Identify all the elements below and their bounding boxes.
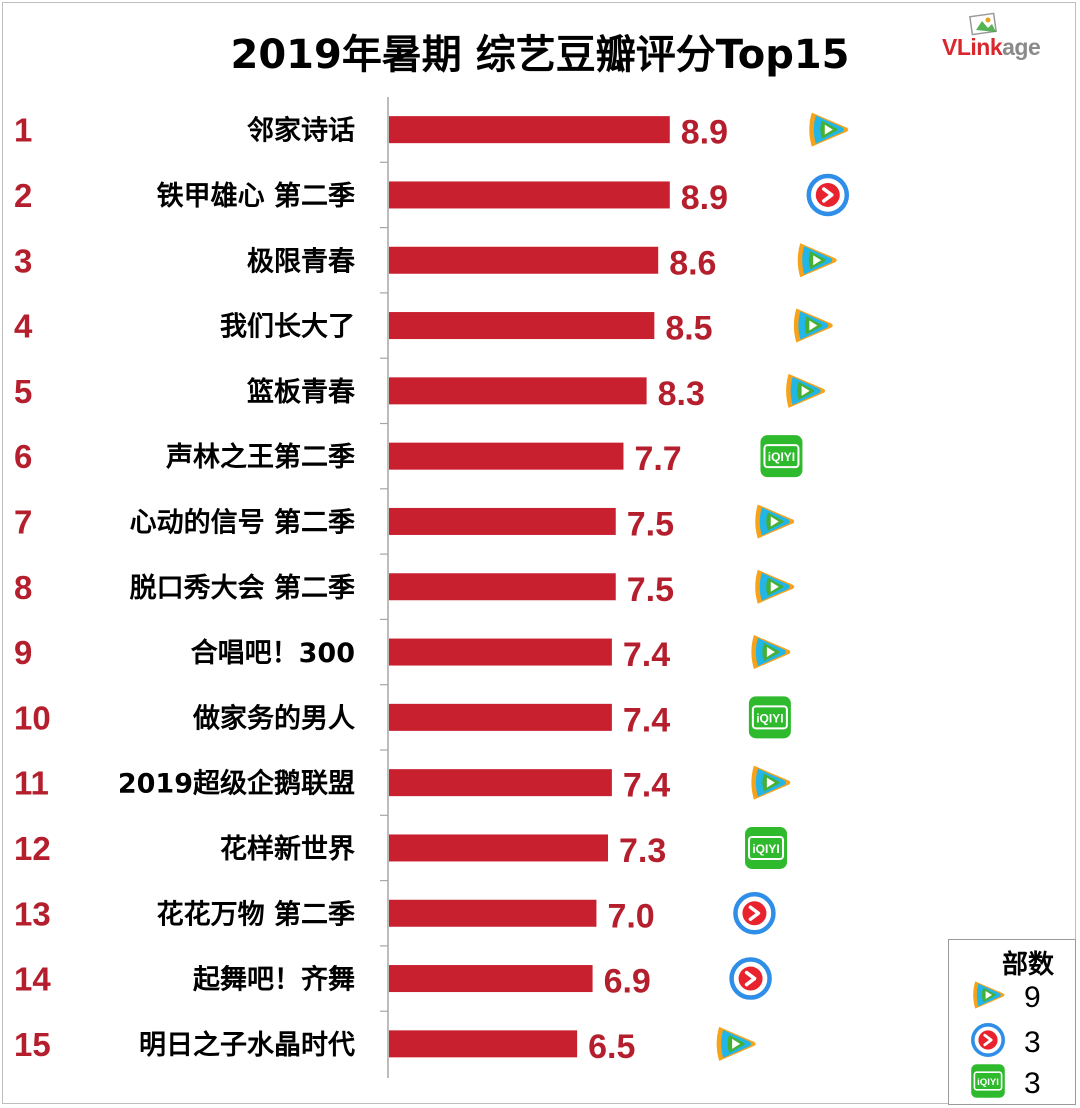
iqiyi-icon: iQIYI xyxy=(748,696,791,739)
tencent-video-icon xyxy=(786,373,826,408)
score-value-label: 8.3 xyxy=(658,375,705,413)
program-name-label: 花花万物 第二季 xyxy=(157,898,355,930)
tencent-video-icon xyxy=(973,981,1005,1009)
program-name-label: 极限青春 xyxy=(247,246,356,277)
vlinkage-logo-mark xyxy=(969,12,997,36)
rank-label: 15 xyxy=(14,1026,51,1063)
iqiyi-icon-glyph: iQIYI xyxy=(768,450,795,464)
rank-label: 14 xyxy=(14,961,51,998)
tencent-video-icon xyxy=(809,112,849,147)
legend-count-label: 9 xyxy=(1024,981,1041,1014)
score-value-label: 8.9 xyxy=(681,179,728,217)
score-bar xyxy=(389,507,616,535)
iqiyi-icon: iQIYI xyxy=(971,1064,1005,1098)
program-name-label: 邻家诗话 xyxy=(247,115,355,147)
legend-count-label: 3 xyxy=(1024,1067,1041,1100)
program-name-label: 合唱吧！300 xyxy=(191,637,355,669)
youku-icon xyxy=(806,173,850,217)
score-bar xyxy=(389,1030,578,1058)
chart-title: 2019年暑期 综艺豆瓣评分Top15 xyxy=(230,32,850,78)
score-bar xyxy=(389,181,670,209)
score-bar xyxy=(389,246,659,274)
rank-label: 9 xyxy=(14,634,32,671)
rank-label: 13 xyxy=(14,895,51,932)
score-value-label: 7.5 xyxy=(627,571,674,609)
legend xyxy=(948,939,1076,1105)
score-bar xyxy=(389,965,593,993)
rank-label: 7 xyxy=(14,503,32,540)
score-value-label: 6.9 xyxy=(604,963,651,1001)
score-bar xyxy=(389,769,612,797)
iqiyi-icon: iQIYI xyxy=(760,435,803,478)
tencent-video-icon xyxy=(755,504,795,539)
program-name-label: 心动的信号 第二季 xyxy=(130,506,355,538)
score-value-label: 7.4 xyxy=(623,701,670,739)
program-name-label: 脱口秀大会 第二季 xyxy=(130,572,355,604)
rank-label: 12 xyxy=(14,830,51,867)
score-value-label: 8.9 xyxy=(681,114,728,152)
legend-count-label: 3 xyxy=(1024,1026,1041,1059)
youku-icon xyxy=(729,957,772,1000)
tencent-video-icon xyxy=(716,1026,756,1061)
iqiyi-icon: iQIYI xyxy=(745,826,788,869)
legend-title: 部数 xyxy=(1002,950,1055,980)
rank-label: 6 xyxy=(14,438,32,475)
tencent-video-icon xyxy=(751,635,791,670)
score-value-label: 8.6 xyxy=(669,244,716,282)
youku-icon xyxy=(733,892,776,935)
score-bar xyxy=(389,377,647,405)
score-bar xyxy=(389,899,597,927)
program-name-label: 明日之子水晶时代 xyxy=(139,1029,355,1061)
rank-label: 4 xyxy=(14,308,33,345)
program-name-label: 铁甲雄心 第二季 xyxy=(157,180,355,212)
brand-text-vlink: VLink xyxy=(942,34,1003,60)
score-bar xyxy=(389,703,612,731)
score-bar xyxy=(389,638,612,666)
score-bar xyxy=(389,442,624,470)
tencent-video-icon xyxy=(797,243,837,278)
tencent-video-icon xyxy=(793,308,833,343)
iqiyi-icon-glyph: iQIYI xyxy=(752,842,779,856)
program-name-label: 花样新世界 xyxy=(220,833,355,865)
rank-label: 10 xyxy=(14,699,51,736)
program-name-label: 声林之王第二季 xyxy=(166,441,355,473)
iqiyi-icon-glyph: iQIYI xyxy=(756,711,783,725)
score-value-label: 7.4 xyxy=(623,636,670,674)
score-value-label: 8.5 xyxy=(665,310,712,348)
program-name-label: 篮板青春 xyxy=(246,376,356,408)
youku-icon xyxy=(970,1023,1005,1058)
rank-label: 8 xyxy=(14,569,32,606)
score-value-label: 7.4 xyxy=(623,767,670,805)
rank-label: 3 xyxy=(14,242,32,279)
rank-label: 1 xyxy=(14,112,32,149)
score-bar xyxy=(389,312,655,340)
rank-label: 11 xyxy=(14,765,49,802)
score-bar xyxy=(389,116,670,144)
rank-label: 2 xyxy=(14,177,32,214)
program-name-label: 起舞吧！齐舞 xyxy=(193,964,355,996)
score-value-label: 7.7 xyxy=(634,440,681,478)
score-bar xyxy=(389,834,609,862)
score-value-label: 7.0 xyxy=(607,897,654,935)
score-value-label: 6.5 xyxy=(588,1028,635,1066)
vlinkage-logo: VLinkage xyxy=(942,34,1041,61)
score-value-label: 7.3 xyxy=(619,832,666,870)
score-value-label: 7.5 xyxy=(627,505,674,543)
score-bar xyxy=(389,573,616,601)
program-name-label: 做家务的男人 xyxy=(192,702,355,734)
brand-text-age: age xyxy=(1002,34,1041,60)
tencent-video-icon xyxy=(755,569,795,604)
program-name-label: 2019超级企鹅联盟 xyxy=(118,768,355,800)
program-name-label: 我们长大了 xyxy=(220,312,355,343)
tencent-video-icon xyxy=(751,765,791,800)
iqiyi-icon-glyph: iQIYI xyxy=(977,1077,999,1088)
rank-label: 5 xyxy=(14,373,32,410)
